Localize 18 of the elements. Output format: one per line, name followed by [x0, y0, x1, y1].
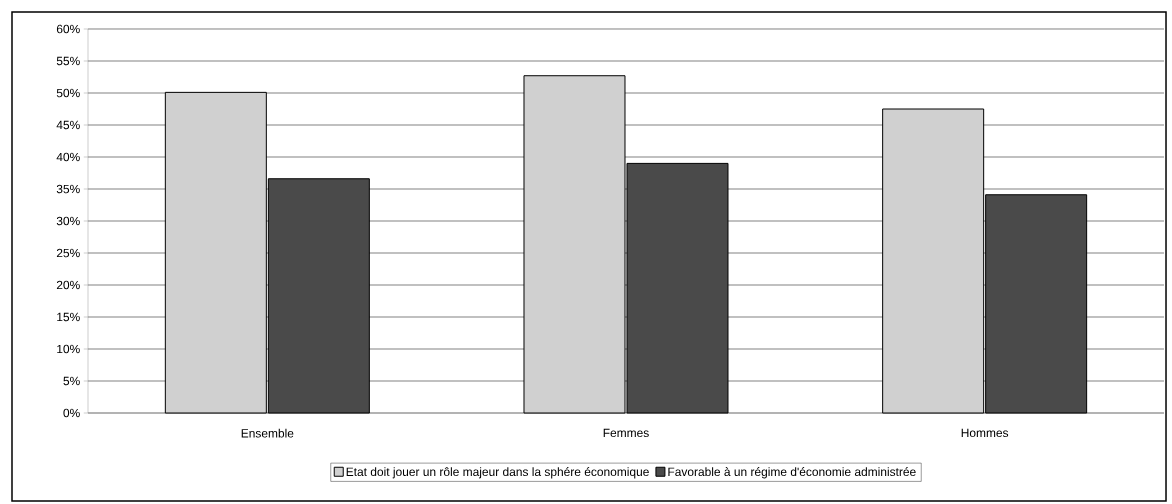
- x-tick-label: Hommes: [961, 428, 1009, 438]
- x-tick-label: Femmes: [603, 428, 649, 438]
- y-tick-label: 40%: [56, 152, 80, 162]
- y-tick-label: 35%: [56, 184, 80, 194]
- y-tick-label: 30%: [56, 216, 80, 226]
- x-tick-label: Ensemble: [241, 428, 294, 438]
- y-tick-label: 5%: [63, 376, 80, 386]
- y-tick-label: 15%: [57, 312, 80, 322]
- y-tick-label: 45%: [56, 120, 80, 130]
- legend-label: Favorable à un régime d'économie administrée: [668, 467, 916, 479]
- y-tick-label: 25%: [56, 248, 80, 258]
- y-tick-label: 20%: [56, 280, 80, 290]
- y-tick-label: 60%: [56, 24, 80, 34]
- y-tick-label: 55%: [56, 56, 80, 66]
- legend-label: Etat doit jouer un rôle majeur dans la sphére économique: [346, 467, 649, 479]
- y-tick-label: 0%: [63, 408, 80, 418]
- y-tick-label: 50%: [56, 88, 80, 98]
- y-tick-label: 10%: [57, 344, 80, 354]
